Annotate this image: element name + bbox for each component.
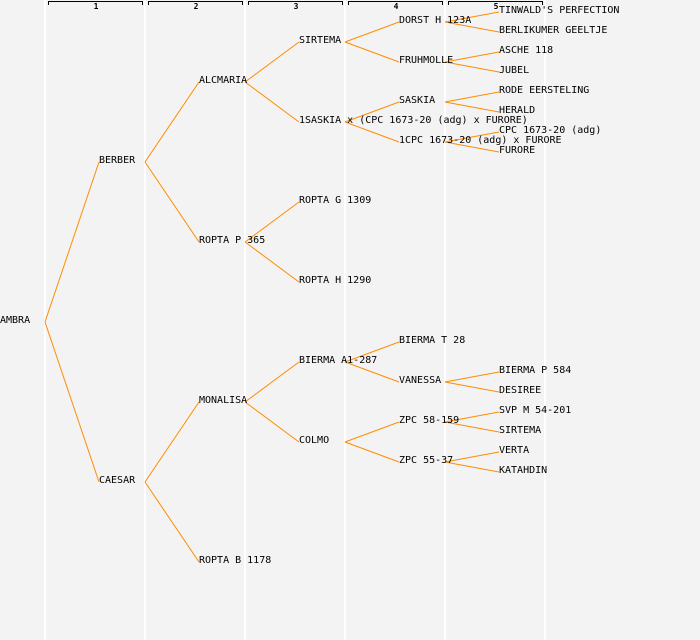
pedigree-link [344, 341, 400, 363]
pedigree-link [344, 421, 400, 443]
pedigree-node[interactable]: ROPTA B 1178 [199, 555, 272, 566]
pedigree-node[interactable]: VANESSA [399, 375, 442, 386]
pedigree-link [444, 91, 500, 103]
pedigree-node[interactable]: ASCHE 118 [499, 45, 554, 56]
generation-bracket [148, 1, 243, 5]
generation-header: 1 [93, 2, 99, 11]
pedigree-node[interactable]: SASKIA [399, 95, 436, 106]
column-divider [344, 0, 346, 640]
pedigree-node[interactable]: CAESAR [99, 475, 136, 486]
generation-header: 5 [493, 2, 499, 11]
generation-bracket [48, 1, 143, 5]
pedigree-link [444, 451, 500, 463]
column-divider [544, 0, 546, 640]
pedigree-link [144, 481, 200, 563]
pedigree-link [244, 201, 300, 243]
pedigree-node[interactable]: ROPTA H 1290 [299, 275, 372, 286]
pedigree-node[interactable]: VERTA [499, 445, 530, 456]
pedigree-link [444, 131, 500, 143]
pedigree-link [444, 461, 500, 473]
pedigree-link [444, 421, 500, 433]
pedigree-link [344, 121, 400, 143]
pedigree-node[interactable]: KATAHDIN [499, 465, 548, 476]
pedigree-node[interactable]: ZPC 58-159 [399, 415, 460, 426]
pedigree-node[interactable]: HERALD [499, 105, 536, 116]
pedigree-link [244, 241, 300, 283]
column-divider [244, 0, 246, 640]
pedigree-link [344, 21, 400, 43]
pedigree-link [144, 401, 200, 483]
pedigree-link [444, 101, 500, 113]
generation-header: 2 [193, 2, 199, 11]
pedigree-node[interactable]: COLMO [299, 435, 330, 446]
pedigree-node[interactable]: SVP M 54-201 [499, 405, 572, 416]
pedigree-node[interactable]: ROPTA P 365 [199, 235, 266, 246]
pedigree-node[interactable]: TINWALD'S PERFECTION [499, 5, 620, 16]
pedigree-node[interactable]: JUBEL [499, 65, 530, 76]
pedigree-link [44, 161, 100, 323]
pedigree-link [444, 11, 500, 23]
pedigree-link [44, 321, 100, 483]
generation-bracket [248, 1, 343, 5]
pedigree-link [444, 141, 500, 153]
pedigree-node[interactable]: RODE EERSTELING [499, 85, 590, 96]
pedigree-node[interactable]: SIRTEMA [299, 35, 342, 46]
pedigree-node[interactable]: BERBER [99, 155, 136, 166]
pedigree-node[interactable]: DORST H 123A [399, 15, 472, 26]
pedigree-node[interactable]: AMBRA [0, 315, 31, 326]
generation-bracket [348, 1, 443, 5]
pedigree-node[interactable]: FRUHMOLLE [399, 55, 454, 66]
pedigree-link [244, 401, 300, 443]
pedigree-link [244, 81, 300, 123]
pedigree-link [444, 411, 500, 423]
column-divider [444, 0, 446, 640]
pedigree-link [444, 21, 500, 33]
pedigree-link [444, 371, 500, 383]
column-divider [44, 0, 46, 640]
pedigree-node[interactable]: SIRTEMA [499, 425, 542, 436]
pedigree-link [344, 41, 400, 63]
pedigree-node[interactable]: 1CPC 1673-20 (adg) x FURORE [399, 135, 562, 146]
pedigree-node[interactable]: ALCMARIA [199, 75, 248, 86]
pedigree-node[interactable]: BIERMA A1-287 [299, 355, 378, 366]
pedigree-link [144, 161, 200, 243]
pedigree-link [444, 381, 500, 393]
pedigree-link [344, 101, 400, 123]
pedigree-node[interactable]: ZPC 55-37 [399, 455, 454, 466]
pedigree-node[interactable]: 1SASKIA x (CPC 1673-20 (adg) x FURORE) [299, 115, 528, 126]
pedigree-link [344, 361, 400, 383]
generation-header: 4 [393, 2, 399, 11]
pedigree-node[interactable]: ROPTA G 1309 [299, 195, 372, 206]
pedigree-link [244, 361, 300, 403]
column-divider [144, 0, 146, 640]
pedigree-link [244, 41, 300, 83]
pedigree-node[interactable]: MONALISA [199, 395, 248, 406]
pedigree-link [444, 51, 500, 63]
generation-bracket [448, 1, 543, 5]
pedigree-node[interactable]: BIERMA P 584 [499, 365, 572, 376]
pedigree-node[interactable]: CPC 1673-20 (adg) [499, 125, 602, 136]
pedigree-link [344, 441, 400, 463]
pedigree-link [144, 81, 200, 163]
pedigree-node[interactable]: BIERMA T 28 [399, 335, 466, 346]
pedigree-node[interactable]: DESIREE [499, 385, 542, 396]
pedigree-node[interactable]: BERLIKUMER GEELTJE [499, 25, 608, 36]
generation-header: 3 [293, 2, 299, 11]
pedigree-node[interactable]: FURORE [499, 145, 536, 156]
pedigree-link [444, 61, 500, 73]
